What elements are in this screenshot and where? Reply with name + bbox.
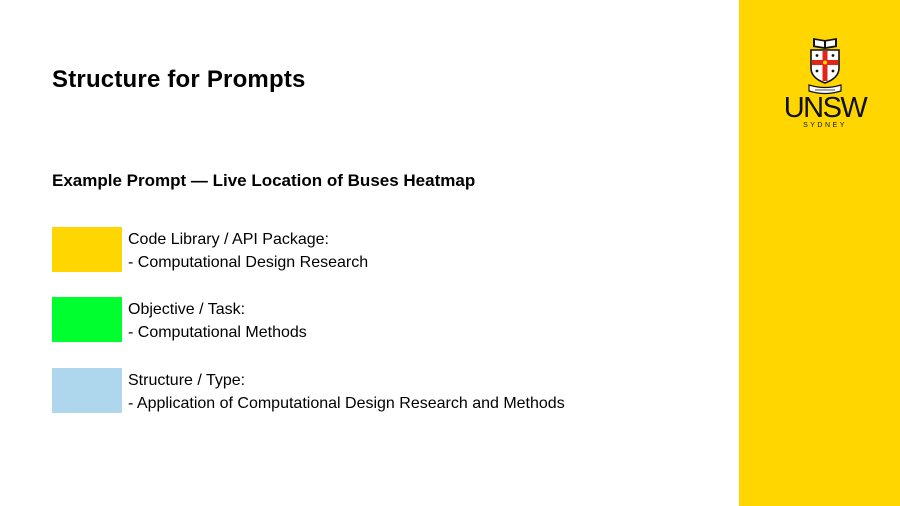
legend-text: Structure / Type: - Application of Compu… (128, 369, 565, 415)
legend-text: Objective / Task: - Computational Method… (128, 298, 307, 344)
brand-panel: UNSW SYDNEY (739, 0, 900, 506)
legend-label: Structure / Type: (128, 372, 246, 389)
legend-detail: - Computational Design Research (128, 254, 369, 271)
legend-text: Code Library / API Package: - Computatio… (128, 228, 368, 274)
brand-location: SYDNEY (803, 122, 847, 129)
brand-wordmark: UNSW (783, 92, 868, 124)
yellow-swatch (52, 227, 122, 272)
unsw-crest-icon (808, 38, 842, 95)
light-blue-swatch (52, 368, 122, 413)
legend-item-objective: Objective / Task: - Computational Method… (52, 297, 652, 343)
unsw-logo: UNSW SYDNEY (778, 36, 872, 132)
legend-detail: - Computational Methods (128, 324, 307, 341)
slide-title: Structure for Prompts (52, 66, 306, 93)
legend-label: Code Library / API Package: (128, 231, 329, 248)
legend-detail: - Application of Computational Design Re… (128, 395, 565, 412)
slide-subtitle: Example Prompt — Live Location of Buses … (52, 171, 476, 190)
legend-item-structure: Structure / Type: - Application of Compu… (52, 368, 652, 414)
green-swatch (52, 297, 122, 342)
legend-label: Objective / Task: (128, 301, 246, 318)
legend-item-code-library: Code Library / API Package: - Computatio… (52, 227, 652, 273)
